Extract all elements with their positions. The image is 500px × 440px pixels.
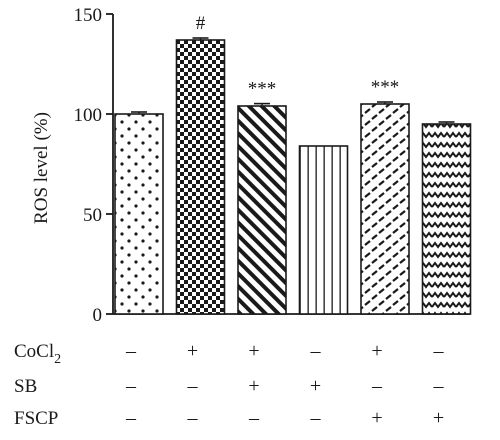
minus-sign: – [310,407,322,429]
bar-group: # [175,13,226,315]
axis-group: 0 50 100 150 ROS level (%) [31,5,470,326]
bars-group: # *** *** [114,13,472,315]
bar-group [421,121,472,315]
bar-group [298,145,349,315]
y-tick-label: 50 [83,205,102,226]
minus-sign: – [310,340,322,362]
treatment-row-label: SB [14,376,37,397]
minus-sign: – [187,407,199,429]
y-tick-label: 100 [74,105,103,126]
minus-sign: – [187,375,199,397]
plus-sign: + [248,340,259,362]
significance-label: # [196,13,206,34]
plus-sign: + [371,340,382,362]
minus-sign: – [125,375,137,397]
plus-sign: + [187,340,198,362]
bar [175,39,226,315]
bar [298,145,349,315]
treatment-table: CoCl2 – + + – + – SB – – + + – – FSCP – – – – + + [14,340,445,429]
y-tick-label: 150 [74,5,103,26]
minus-sign: – [125,340,137,362]
treatment-row-label: CoCl2 [14,341,61,367]
minus-sign: – [371,375,383,397]
minus-sign: – [433,375,445,397]
bar-group: *** [237,79,287,315]
plus-sign: + [433,407,444,429]
bar-group [114,111,164,315]
y-axis-label: ROS level (%) [31,112,52,224]
plus-sign: + [371,407,382,429]
bar [360,103,410,315]
bar [114,113,164,315]
treatment-row-label: FSCP [14,408,58,429]
plus-sign: + [310,375,321,397]
significance-label: *** [248,79,277,100]
minus-sign: – [125,407,137,429]
bar [421,123,472,315]
bar [237,105,287,315]
minus-sign: – [248,407,260,429]
bar-group: *** [360,77,410,315]
significance-label: *** [371,77,400,98]
y-tick-label: 0 [93,305,103,326]
plus-sign: + [248,375,259,397]
minus-sign: – [433,340,445,362]
